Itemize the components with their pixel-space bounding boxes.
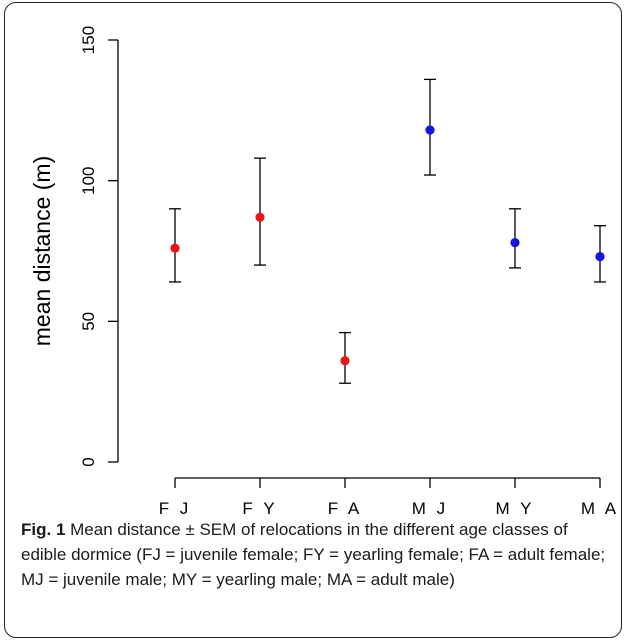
figure-number: Fig. 1 <box>21 520 66 539</box>
x-tick-label-3: M J <box>412 499 448 518</box>
error-bar-chart: 0 50 100 150 F J F Y F A M J M Y M A mean distan… <box>29 26 619 518</box>
y-tick-label-1: 50 <box>79 312 98 331</box>
y-tick-label-2: 100 <box>79 166 98 194</box>
y-axis-label: mean distance (m) <box>29 156 55 346</box>
figure-frame <box>4 2 622 638</box>
figure-caption: Fig. 1 Mean distance ± SEM of relocation… <box>21 517 611 592</box>
x-tick-label-1: F Y <box>242 499 277 518</box>
data-point-2 <box>340 356 350 366</box>
x-tick-label-5: M A <box>581 499 619 518</box>
y-axis: 0 50 100 150 <box>79 26 119 467</box>
x-tick-label-4: M Y <box>496 499 535 518</box>
data-point-4 <box>510 237 520 248</box>
caption-text: Mean distance ± SEM of relocations in th… <box>21 520 606 589</box>
data-marks <box>169 78 606 384</box>
x-tick-label-2: F A <box>328 499 363 518</box>
data-point-5 <box>595 252 605 262</box>
data-point-0 <box>170 243 180 253</box>
y-tick-label-3: 150 <box>79 26 98 54</box>
data-point-1 <box>255 212 265 222</box>
y-tick-label-0: 0 <box>79 457 98 466</box>
data-point-3 <box>425 125 435 135</box>
x-tick-label-0: F J <box>159 499 192 518</box>
